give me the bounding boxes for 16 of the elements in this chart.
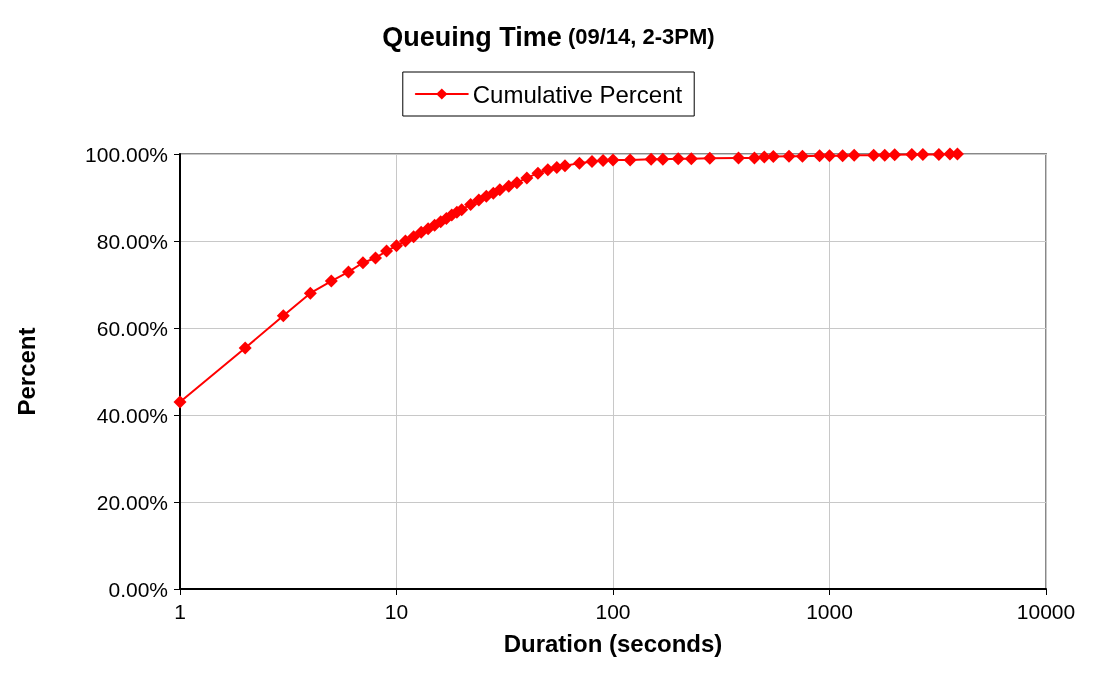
x-tick-label: 1 bbox=[174, 600, 186, 623]
x-tick-label: 10 bbox=[384, 600, 409, 623]
x-axis-title: Duration (seconds) bbox=[503, 629, 723, 657]
chart-title: Queuing Time bbox=[382, 21, 562, 52]
y-tick-label: 0.00% bbox=[108, 577, 168, 601]
y-tick-label: 100.00% bbox=[85, 142, 168, 166]
y-tick-label: 40.00% bbox=[96, 403, 168, 427]
legend-label: Cumulative Percent bbox=[472, 80, 683, 108]
y-tick-label: 80.00% bbox=[96, 229, 168, 253]
x-tick-label: 1000 bbox=[806, 600, 853, 623]
chart-subtitle: (09/14, 2-3PM) bbox=[561, 24, 715, 49]
x-tick-label: 100 bbox=[595, 600, 631, 623]
y-tick-label: 20.00% bbox=[96, 490, 168, 514]
y-tick-label: 60.00% bbox=[96, 316, 168, 340]
x-tick-label: 10000 bbox=[1016, 600, 1076, 623]
y-axis-title: Percent bbox=[12, 327, 40, 416]
